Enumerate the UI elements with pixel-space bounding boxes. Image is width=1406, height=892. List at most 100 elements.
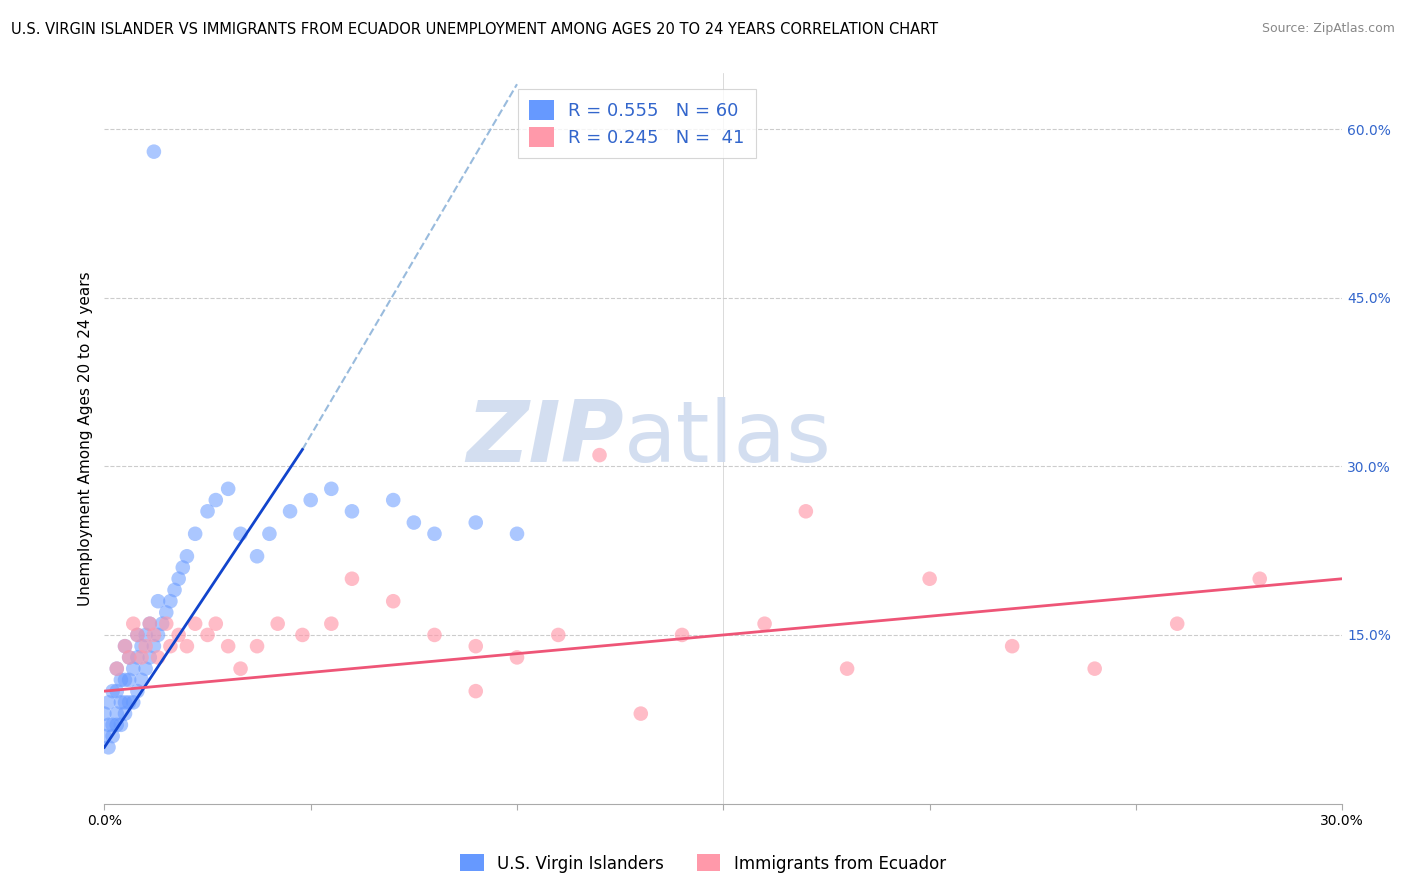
Point [754, 616, 776, 631]
Point [155, 606, 177, 620]
Point [118, 650, 141, 665]
Point [246, 549, 269, 564]
Point [1249, 572, 1271, 586]
Point [1166, 616, 1188, 631]
Point [114, 695, 136, 709]
Point [110, 718, 132, 732]
Point [93, 706, 115, 721]
Point [101, 729, 124, 743]
Point [131, 673, 153, 687]
Point [299, 493, 322, 508]
Point [105, 662, 128, 676]
Point [142, 145, 165, 159]
Point [402, 516, 425, 530]
Point [1001, 639, 1024, 653]
Point [321, 482, 343, 496]
Point [217, 482, 239, 496]
Point [423, 526, 446, 541]
Point [118, 650, 141, 665]
Legend: U.S. Virgin Islanders, Immigrants from Ecuador: U.S. Virgin Islanders, Immigrants from E… [454, 847, 952, 880]
Point [114, 639, 136, 653]
Point [97, 740, 120, 755]
Point [197, 628, 219, 642]
Point [382, 594, 405, 608]
Point [110, 673, 132, 687]
Point [278, 504, 301, 518]
Point [114, 706, 136, 721]
Point [506, 650, 529, 665]
Point [197, 504, 219, 518]
Point [167, 628, 190, 642]
Point [139, 650, 162, 665]
Point [101, 718, 124, 732]
Point [1084, 662, 1107, 676]
Point [423, 628, 446, 642]
Point [139, 616, 162, 631]
Point [93, 729, 115, 743]
Point [246, 639, 269, 653]
Point [167, 572, 190, 586]
Point [135, 662, 157, 676]
Point [105, 718, 128, 732]
Y-axis label: Unemployment Among Ages 20 to 24 years: Unemployment Among Ages 20 to 24 years [79, 271, 93, 606]
Point [266, 616, 288, 631]
Point [127, 684, 149, 698]
Point [204, 616, 226, 631]
Point [110, 695, 132, 709]
Point [176, 639, 198, 653]
Point [122, 695, 145, 709]
Point [114, 639, 136, 653]
Point [142, 628, 165, 642]
Point [321, 616, 343, 631]
Point [506, 526, 529, 541]
Point [159, 594, 181, 608]
Point [918, 572, 941, 586]
Point [105, 706, 128, 721]
Point [159, 639, 181, 653]
Point [671, 628, 693, 642]
Point [127, 650, 149, 665]
Point [291, 628, 314, 642]
Point [217, 639, 239, 653]
Point [464, 516, 486, 530]
Point [150, 616, 173, 631]
Point [142, 639, 165, 653]
Point [176, 549, 198, 564]
Point [184, 526, 207, 541]
Point [340, 572, 363, 586]
Point [259, 526, 281, 541]
Point [204, 493, 226, 508]
Point [127, 628, 149, 642]
Point [382, 493, 405, 508]
Point [229, 526, 252, 541]
Point [794, 504, 817, 518]
Point [146, 594, 169, 608]
Point [118, 673, 141, 687]
Point [835, 662, 858, 676]
Point [184, 616, 207, 631]
Point [547, 628, 569, 642]
Point [163, 582, 186, 597]
Point [105, 684, 128, 698]
Point [172, 560, 194, 574]
Point [588, 448, 610, 462]
Point [122, 616, 145, 631]
Point [464, 639, 486, 653]
Text: atlas: atlas [624, 397, 832, 480]
Point [122, 662, 145, 676]
Point [135, 639, 157, 653]
Point [146, 628, 169, 642]
Point [630, 706, 652, 721]
Point [101, 684, 124, 698]
Text: U.S. VIRGIN ISLANDER VS IMMIGRANTS FROM ECUADOR UNEMPLOYMENT AMONG AGES 20 TO 24: U.S. VIRGIN ISLANDER VS IMMIGRANTS FROM … [11, 22, 938, 37]
Point [146, 650, 169, 665]
Point [131, 639, 153, 653]
Point [135, 628, 157, 642]
Point [97, 695, 120, 709]
Point [229, 662, 252, 676]
Point [155, 616, 177, 631]
Legend: R = 0.555   N = 60, R = 0.245   N =  41: R = 0.555 N = 60, R = 0.245 N = 41 [517, 89, 755, 158]
Point [127, 628, 149, 642]
Point [464, 684, 486, 698]
Point [340, 504, 363, 518]
